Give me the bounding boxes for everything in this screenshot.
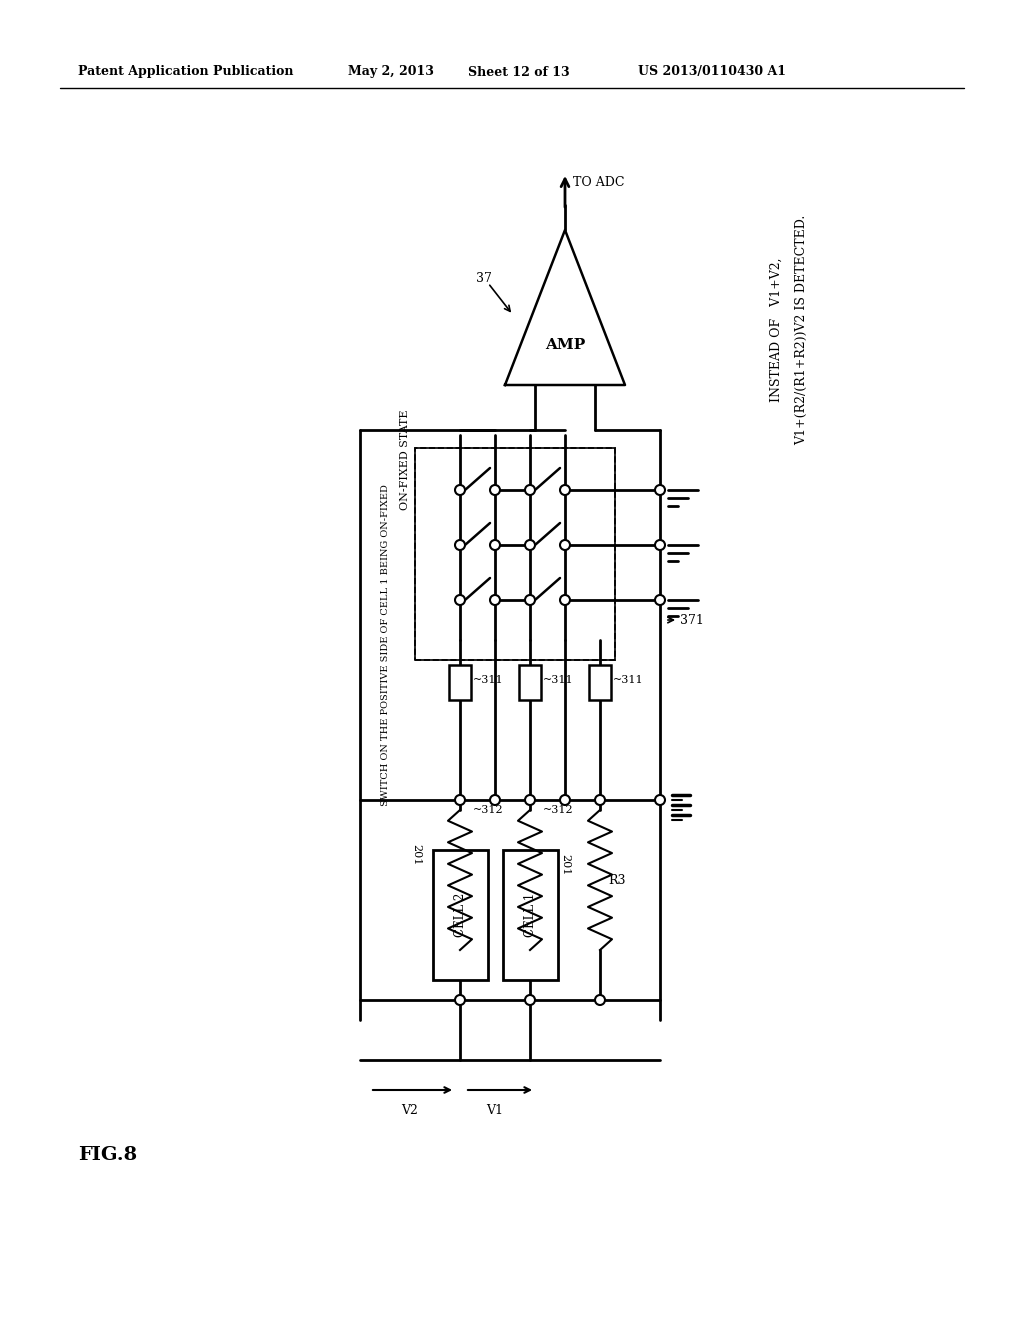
Circle shape [595, 795, 605, 805]
Text: ~311: ~311 [613, 675, 644, 685]
Text: V1: V1 [486, 1104, 504, 1117]
Circle shape [525, 540, 535, 550]
Text: FIG.8: FIG.8 [78, 1146, 137, 1164]
Bar [449, 665, 471, 700]
Circle shape [560, 484, 570, 495]
Text: Sheet 12 of 13: Sheet 12 of 13 [468, 66, 569, 78]
Text: 37: 37 [476, 272, 492, 285]
Circle shape [455, 484, 465, 495]
Circle shape [655, 595, 665, 605]
Circle shape [490, 540, 500, 550]
Circle shape [560, 795, 570, 805]
Text: R3: R3 [608, 874, 626, 887]
Text: May 2, 2013: May 2, 2013 [348, 66, 434, 78]
Text: CELL 1: CELL 1 [523, 892, 537, 937]
Text: CELL 2: CELL 2 [454, 892, 467, 937]
Bar [503, 850, 558, 979]
Text: ~311: ~311 [473, 675, 504, 685]
Circle shape [490, 484, 500, 495]
Text: AMP: AMP [545, 338, 585, 352]
Text: V1+(R2/(R1+R2))V2 IS DETECTED.: V1+(R2/(R1+R2))V2 IS DETECTED. [795, 215, 808, 445]
Bar [589, 665, 611, 700]
Text: TO ADC: TO ADC [573, 177, 625, 190]
Circle shape [490, 795, 500, 805]
Circle shape [655, 484, 665, 495]
Circle shape [525, 484, 535, 495]
Circle shape [560, 595, 570, 605]
Text: US 2013/0110430 A1: US 2013/0110430 A1 [638, 66, 786, 78]
Circle shape [525, 995, 535, 1005]
Circle shape [490, 595, 500, 605]
Text: ON-FIXED STATE: ON-FIXED STATE [400, 409, 410, 511]
Text: ~311: ~311 [543, 675, 573, 685]
Text: 201: 201 [560, 854, 570, 875]
Circle shape [455, 995, 465, 1005]
Circle shape [525, 595, 535, 605]
Text: R1: R1 [468, 874, 485, 887]
Circle shape [525, 795, 535, 805]
Circle shape [655, 540, 665, 550]
Text: INSTEAD OF   V1+V2,: INSTEAD OF V1+V2, [770, 257, 783, 403]
Text: 201: 201 [411, 845, 421, 866]
Text: ~312: ~312 [543, 805, 573, 814]
Bar [415, 447, 615, 660]
Polygon shape [505, 230, 625, 385]
Text: 371: 371 [680, 614, 703, 627]
Bar [433, 850, 488, 979]
Text: Patent Application Publication: Patent Application Publication [78, 66, 294, 78]
Circle shape [455, 540, 465, 550]
Circle shape [655, 795, 665, 805]
Circle shape [455, 595, 465, 605]
Text: V2: V2 [401, 1104, 419, 1117]
Circle shape [560, 540, 570, 550]
Text: R2: R2 [538, 874, 555, 887]
Circle shape [455, 795, 465, 805]
Text: ~312: ~312 [473, 805, 504, 814]
Bar [415, 447, 615, 660]
Bar [519, 665, 541, 700]
Text: SWITCH ON THE POSITIVE SIDE OF CELL 1 BEING ON-FIXED: SWITCH ON THE POSITIVE SIDE OF CELL 1 BE… [381, 484, 390, 807]
Circle shape [595, 995, 605, 1005]
